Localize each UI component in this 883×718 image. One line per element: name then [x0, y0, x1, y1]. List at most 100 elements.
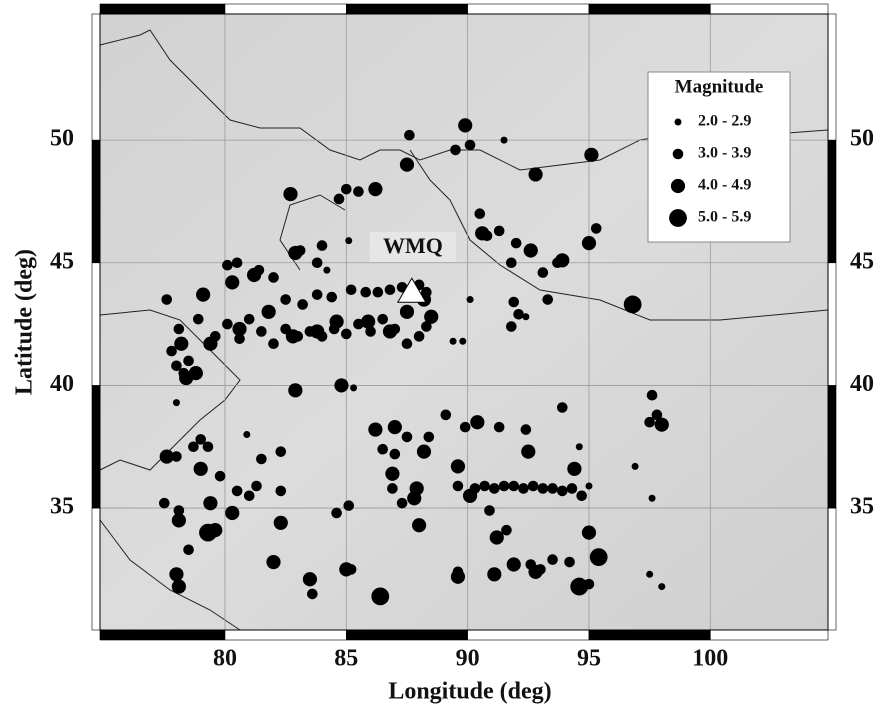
earthquake	[647, 390, 658, 401]
frame-segment	[92, 14, 100, 140]
earthquake	[451, 459, 465, 473]
earthquake	[414, 331, 425, 342]
earthquake	[193, 314, 204, 325]
earthquake	[585, 482, 592, 489]
earthquake	[377, 444, 388, 455]
earthquake	[470, 415, 484, 429]
earthquake	[256, 326, 267, 337]
earthquake	[402, 338, 413, 349]
earthquake	[334, 194, 345, 205]
x-tick-label: 90	[456, 646, 480, 672]
earthquake	[341, 184, 352, 195]
y-tick-label: 45	[850, 248, 874, 274]
frame-segment	[346, 630, 467, 640]
earthquake	[326, 292, 337, 303]
earthquake	[508, 297, 519, 308]
map-figure: Longitude (deg) Latitude (deg) 808590951…	[0, 0, 883, 713]
frame-segment	[92, 508, 100, 630]
x-tick-label: 95	[577, 646, 601, 672]
frame-segment	[92, 385, 100, 508]
x-tick-label: 80	[213, 646, 237, 672]
earthquake	[494, 422, 505, 433]
earthquake	[467, 296, 474, 303]
earthquake	[317, 240, 328, 251]
earthquake	[323, 267, 330, 274]
earthquake	[547, 483, 558, 494]
y-tick-label: 35	[50, 494, 74, 520]
x-axis-title: Longitude (deg)	[388, 679, 551, 705]
earthquake	[450, 338, 457, 345]
earthquake	[173, 399, 180, 406]
y-axis-title: Latitude (deg)	[12, 249, 38, 395]
earthquake	[159, 498, 170, 509]
frame-segment	[100, 630, 225, 640]
earthquake	[341, 329, 352, 340]
earthquake	[385, 284, 396, 295]
earthquake	[346, 284, 357, 295]
earthquake	[507, 557, 521, 571]
legend-label: 4.0 - 4.9	[698, 177, 751, 194]
earthquake	[441, 410, 452, 421]
earthquake	[387, 483, 398, 494]
legend-marker	[675, 119, 682, 126]
earthquake	[275, 446, 286, 457]
earthquake	[542, 294, 553, 305]
frame-segment	[828, 385, 836, 508]
earthquake	[160, 449, 174, 463]
earthquake	[557, 486, 568, 497]
earthquake	[353, 186, 364, 197]
earthquake	[189, 366, 203, 380]
frame-segment	[589, 4, 710, 14]
earthquake	[334, 378, 348, 392]
earthquake	[463, 489, 477, 503]
earthquake	[567, 462, 581, 476]
earthquake	[244, 314, 255, 325]
earthquake	[450, 145, 461, 156]
frame-segment	[710, 4, 828, 14]
earthquake	[484, 505, 495, 516]
earthquake	[465, 140, 476, 151]
earthquake	[407, 491, 421, 505]
earthquake	[400, 305, 414, 319]
earthquake	[312, 289, 323, 300]
frame-segment	[828, 263, 836, 386]
frame-segment	[225, 630, 346, 640]
earthquake	[591, 223, 602, 234]
frame-segment	[92, 140, 100, 263]
earthquake	[280, 294, 291, 305]
earthquake	[203, 337, 217, 351]
y-tick-label: 35	[850, 494, 874, 520]
earthquake	[251, 481, 262, 492]
earthquake	[489, 483, 500, 494]
earthquake	[458, 118, 472, 132]
earthquake	[345, 237, 352, 244]
earthquake	[174, 324, 185, 335]
earthquake	[222, 260, 233, 271]
earthquake	[339, 562, 353, 576]
earthquake	[655, 418, 669, 432]
earthquake	[564, 557, 575, 568]
earthquake	[361, 315, 375, 329]
earthquake	[570, 578, 588, 596]
earthquake	[194, 462, 208, 476]
earthquake	[402, 432, 413, 443]
earthquake	[385, 467, 399, 481]
frame-segment	[828, 140, 836, 263]
earthquake	[169, 567, 183, 581]
earthquake	[266, 555, 280, 569]
earthquake	[247, 268, 261, 282]
earthquake	[644, 417, 655, 428]
earthquake	[521, 445, 535, 459]
y-tick-label: 40	[850, 371, 874, 397]
earthquake	[417, 445, 431, 459]
earthquake	[521, 424, 532, 435]
frame-segment	[710, 630, 828, 640]
earthquake	[459, 338, 466, 345]
y-tick-label: 40	[50, 371, 74, 397]
earthquake	[479, 481, 490, 492]
earthquake	[524, 243, 538, 257]
earthquake	[203, 441, 214, 452]
y-tick-label: 45	[50, 248, 74, 274]
legend-label: 5.0 - 5.9	[698, 209, 751, 226]
x-tick-label: 85	[334, 646, 358, 672]
